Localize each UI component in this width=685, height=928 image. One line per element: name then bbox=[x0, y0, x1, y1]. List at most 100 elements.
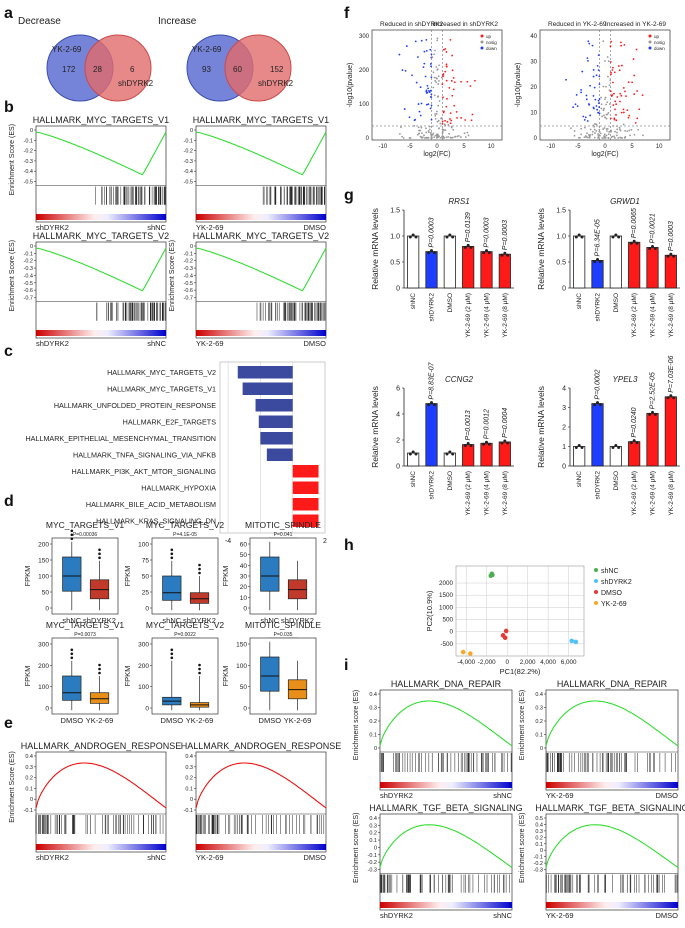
nes-bar-label: HALLMARK_EPITHELIAL_MESENCHYMAL_TRANSITI… bbox=[25, 434, 216, 443]
qpcr-bar bbox=[498, 441, 511, 467]
gsea-ytick-label: -0.1 bbox=[184, 808, 193, 814]
volcano-legend-label: up bbox=[654, 34, 660, 39]
boxplot-ylabel: FPKM bbox=[23, 566, 32, 587]
qpcr-category: YK-2-69 (4 μM) bbox=[484, 293, 491, 338]
pca-legend-label: DMSO bbox=[601, 590, 623, 597]
gsea-ytick-label: 0.4 bbox=[535, 822, 543, 828]
boxplot-ytick: 150 bbox=[38, 558, 49, 565]
gsea-title: HALLMARK_MYC_TARGETS_V1 bbox=[193, 115, 329, 125]
volcano-xtick: 0 bbox=[435, 144, 439, 150]
gsea-title: HALLMARK_MYC_TARGETS_V1 bbox=[33, 115, 169, 125]
qpcr-point bbox=[463, 245, 467, 249]
gsea-ytick-label: -0.5 bbox=[184, 281, 193, 287]
boxplot-group-a: DMSO bbox=[61, 716, 84, 725]
boxplot-outlier bbox=[98, 552, 101, 556]
qpcr-bar-chart: CCNG2 0 2 4 6 Relative mRNA levels shNC P=8.83E… bbox=[370, 361, 514, 516]
gsea-frame bbox=[35, 241, 167, 339]
gsea-barcode bbox=[96, 302, 167, 321]
qpcr-point bbox=[445, 452, 449, 456]
gsea-es-curve bbox=[379, 824, 513, 868]
qpcr-bar bbox=[591, 260, 604, 289]
gsea-ytick-label: 0.3 bbox=[535, 829, 543, 835]
gsea-barcode bbox=[256, 302, 326, 321]
qpcr-category: DMSO bbox=[447, 471, 454, 491]
volcano-legend-label: down bbox=[486, 46, 497, 51]
qpcr-ytick: 0.5 bbox=[556, 260, 566, 267]
volcano-ytick: 0 bbox=[534, 136, 538, 142]
boxplot-ytick: 200 bbox=[38, 663, 49, 670]
panel-label-d: d bbox=[4, 493, 14, 510]
gsea-left-label: YK-2-69 bbox=[196, 853, 224, 862]
qpcr-point bbox=[487, 251, 491, 255]
qpcr-point bbox=[430, 249, 433, 253]
nes-bar bbox=[258, 415, 293, 428]
qpcr-pvalue: P=0.0139 bbox=[465, 212, 472, 242]
volcano-xlabel: log2(FC) bbox=[423, 151, 450, 158]
gsea-plot: HALLMARK_ANDROGEN_RESPONSE 0.4 0.3 0.2 0.1 0 -… bbox=[9, 741, 181, 862]
qpcr-category: YK-2-69 (2 μM) bbox=[631, 471, 638, 516]
gsea-ytick-label: -0.1 bbox=[24, 808, 33, 814]
gsea-right-label: DMSO bbox=[304, 853, 327, 862]
boxplot-outlier bbox=[70, 529, 74, 533]
boxplot-outlier bbox=[98, 667, 101, 671]
qpcr-bar bbox=[462, 245, 475, 289]
qpcr-pvalue: P=7.03E-06 bbox=[668, 356, 675, 393]
boxplot: MITOTIC_SPINDLE P=0.041 0 10 20 30 40 50 60 FPKM s… bbox=[221, 520, 321, 625]
gsea-ytick-label: 0.4 bbox=[535, 692, 543, 698]
gsea-rank-gradient bbox=[36, 844, 166, 850]
gsea-ytick-label: -0.3 bbox=[184, 266, 193, 272]
boxplot-box bbox=[89, 692, 110, 704]
venn-title: Decrease bbox=[18, 16, 61, 27]
gsea-rank-gradient bbox=[546, 782, 678, 788]
gsea-ylabel: Enrichment score (ES) bbox=[519, 813, 526, 883]
qpcr-point bbox=[598, 403, 602, 407]
volcano-points bbox=[398, 37, 476, 139]
boxplot-ytick: 0 bbox=[45, 706, 49, 713]
boxplot-frame bbox=[249, 637, 317, 715]
qpcr-point bbox=[503, 251, 507, 255]
qpcr-ytick: 2 bbox=[396, 438, 400, 445]
gsea-rank-gradient bbox=[196, 330, 326, 336]
gsea-frame bbox=[545, 813, 679, 911]
volcano-xtick: -10 bbox=[546, 144, 555, 150]
volcano-xtick: 10 bbox=[488, 144, 495, 150]
gsea-ytick-label: 0.1 bbox=[535, 842, 543, 848]
volcano-points bbox=[565, 40, 644, 139]
gsea-ytick-label: -0.4 bbox=[184, 169, 193, 175]
nes-bar-label: HALLMARK_BILE_ACID_METABOLISM bbox=[86, 500, 216, 509]
qpcr-ytick: 1.0 bbox=[556, 234, 566, 241]
gsea-barcode bbox=[262, 186, 326, 205]
volcano-ytick: 100 bbox=[359, 102, 370, 108]
boxplot-ytick: 150 bbox=[236, 642, 247, 649]
qpcr-point bbox=[580, 446, 584, 449]
volcano-xlabel: log2(FC) bbox=[591, 151, 618, 158]
gsea-left-label: YK-2-69 bbox=[196, 223, 224, 232]
qpcr-point bbox=[427, 251, 431, 255]
nes-bar-label: HALLMARK_PI3K_AKT_MTOR_SIGNALING bbox=[72, 467, 217, 476]
qpcr-pvalue: P=0.0002 bbox=[595, 369, 602, 399]
nes-bar bbox=[292, 465, 319, 478]
panel-label-e: e bbox=[4, 715, 13, 732]
boxplot-frame bbox=[249, 537, 317, 615]
qpcr-pvalue: P=0.0021 bbox=[650, 213, 657, 243]
qpcr-bar bbox=[480, 442, 493, 467]
nes-bar bbox=[292, 514, 319, 527]
gsea-ytick-label: 0.3 bbox=[369, 823, 377, 829]
boxplot-box bbox=[189, 592, 210, 604]
gsea-ytick-label: 0.1 bbox=[369, 838, 377, 844]
qpcr-bar bbox=[573, 446, 586, 467]
gsea-left-label: shDYRK2 bbox=[36, 853, 69, 862]
gsea-title: HALLMARK_ANDROGEN_RESPONSE bbox=[21, 741, 182, 751]
nes-bar bbox=[237, 366, 293, 379]
gsea-plot: HALLMARK_MYC_TARGETS_V20-0.1 -0.2-0.3-0.4… bbox=[169, 231, 329, 348]
gsea-ylabel: Enrichment score (ES) bbox=[353, 813, 360, 883]
volcano-ytick: 40 bbox=[530, 34, 537, 40]
qpcr-bar bbox=[480, 251, 493, 289]
qpcr-point bbox=[408, 235, 412, 239]
pca-legend-label: shNC bbox=[601, 568, 619, 575]
boxplot-group-a: shNC bbox=[62, 616, 81, 625]
gsea-rank-gradient bbox=[546, 902, 678, 908]
qpcr-point bbox=[432, 403, 436, 407]
qpcr-category: shDYRK2 bbox=[595, 471, 602, 500]
qpcr-point bbox=[598, 259, 602, 263]
